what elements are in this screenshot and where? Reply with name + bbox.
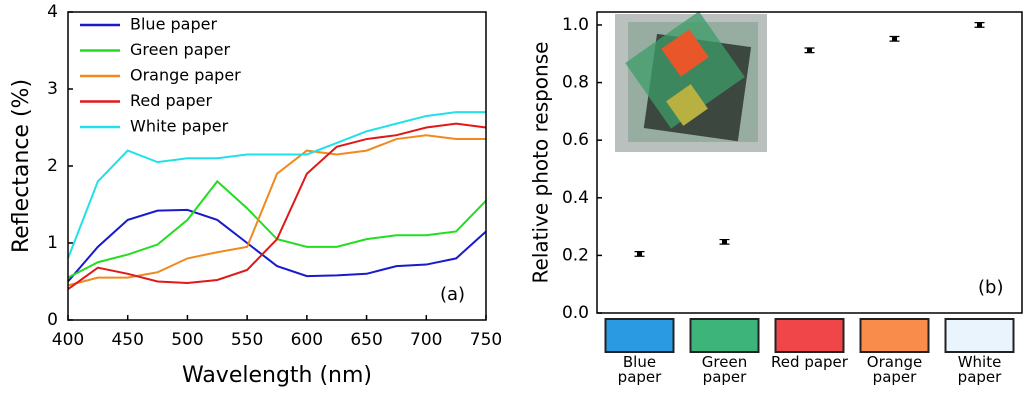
series-line bbox=[67, 208, 487, 283]
legend-label: Green paper bbox=[130, 40, 231, 59]
color-swatch bbox=[689, 318, 760, 353]
y-tick-label: 4 bbox=[47, 2, 58, 22]
y-tick-label: 0.2 bbox=[562, 245, 589, 265]
x-tick-label: 600 bbox=[291, 330, 323, 350]
legend-label: Blue paper bbox=[130, 15, 217, 34]
x-tick-label: 700 bbox=[410, 330, 442, 350]
legend-label: Red paper bbox=[130, 91, 212, 110]
category-label: Red paper bbox=[771, 353, 848, 371]
color-swatch bbox=[944, 318, 1015, 353]
y-axis-label: Reflectance (%) bbox=[9, 79, 34, 253]
y-tick-label: 1.0 bbox=[562, 15, 589, 35]
y-tick-label: 3 bbox=[47, 79, 58, 99]
data-point bbox=[807, 48, 812, 53]
category-label: Green paper bbox=[701, 353, 748, 386]
x-tick-label: 450 bbox=[111, 330, 143, 350]
annotation: (a) bbox=[440, 284, 465, 305]
color-swatch bbox=[774, 318, 845, 353]
x-tick-label: 500 bbox=[171, 330, 203, 350]
plot-frame bbox=[67, 11, 487, 321]
y-tick-label: 1 bbox=[47, 233, 58, 253]
color-swatch bbox=[859, 318, 930, 353]
x-tick-label: 750 bbox=[470, 330, 502, 350]
category-label: Orange paper bbox=[866, 353, 923, 386]
series-line bbox=[67, 179, 487, 279]
y-tick-label: 0 bbox=[47, 310, 58, 330]
series-line bbox=[67, 111, 486, 259]
y-tick-label: 0.4 bbox=[562, 188, 589, 208]
color-swatch bbox=[604, 318, 675, 353]
x-tick-label: 550 bbox=[231, 330, 263, 350]
y-axis-label: Relative photo response bbox=[529, 42, 553, 284]
data-point bbox=[977, 22, 982, 27]
data-point bbox=[892, 36, 897, 41]
series-line bbox=[67, 134, 486, 287]
data-point bbox=[722, 239, 727, 244]
annotation: (b) bbox=[978, 277, 1003, 298]
x-tick-label: 650 bbox=[350, 330, 382, 350]
y-tick-label: 0.0 bbox=[562, 303, 589, 323]
series-line bbox=[67, 122, 487, 291]
legend-label: White paper bbox=[130, 117, 229, 136]
y-tick-label: 0.6 bbox=[562, 130, 589, 150]
legend-label: Orange paper bbox=[130, 66, 241, 85]
plot-frame bbox=[596, 11, 1023, 314]
x-tick-label: 400 bbox=[52, 330, 84, 350]
category-label: White paper bbox=[957, 353, 1002, 386]
data-point bbox=[637, 251, 642, 256]
category-label: Blue paper bbox=[617, 353, 662, 386]
y-tick-label: 0.8 bbox=[562, 73, 589, 93]
y-tick-label: 2 bbox=[47, 156, 58, 176]
inset-photo bbox=[615, 11, 767, 152]
x-axis-label: Wavelength (nm) bbox=[182, 363, 372, 388]
